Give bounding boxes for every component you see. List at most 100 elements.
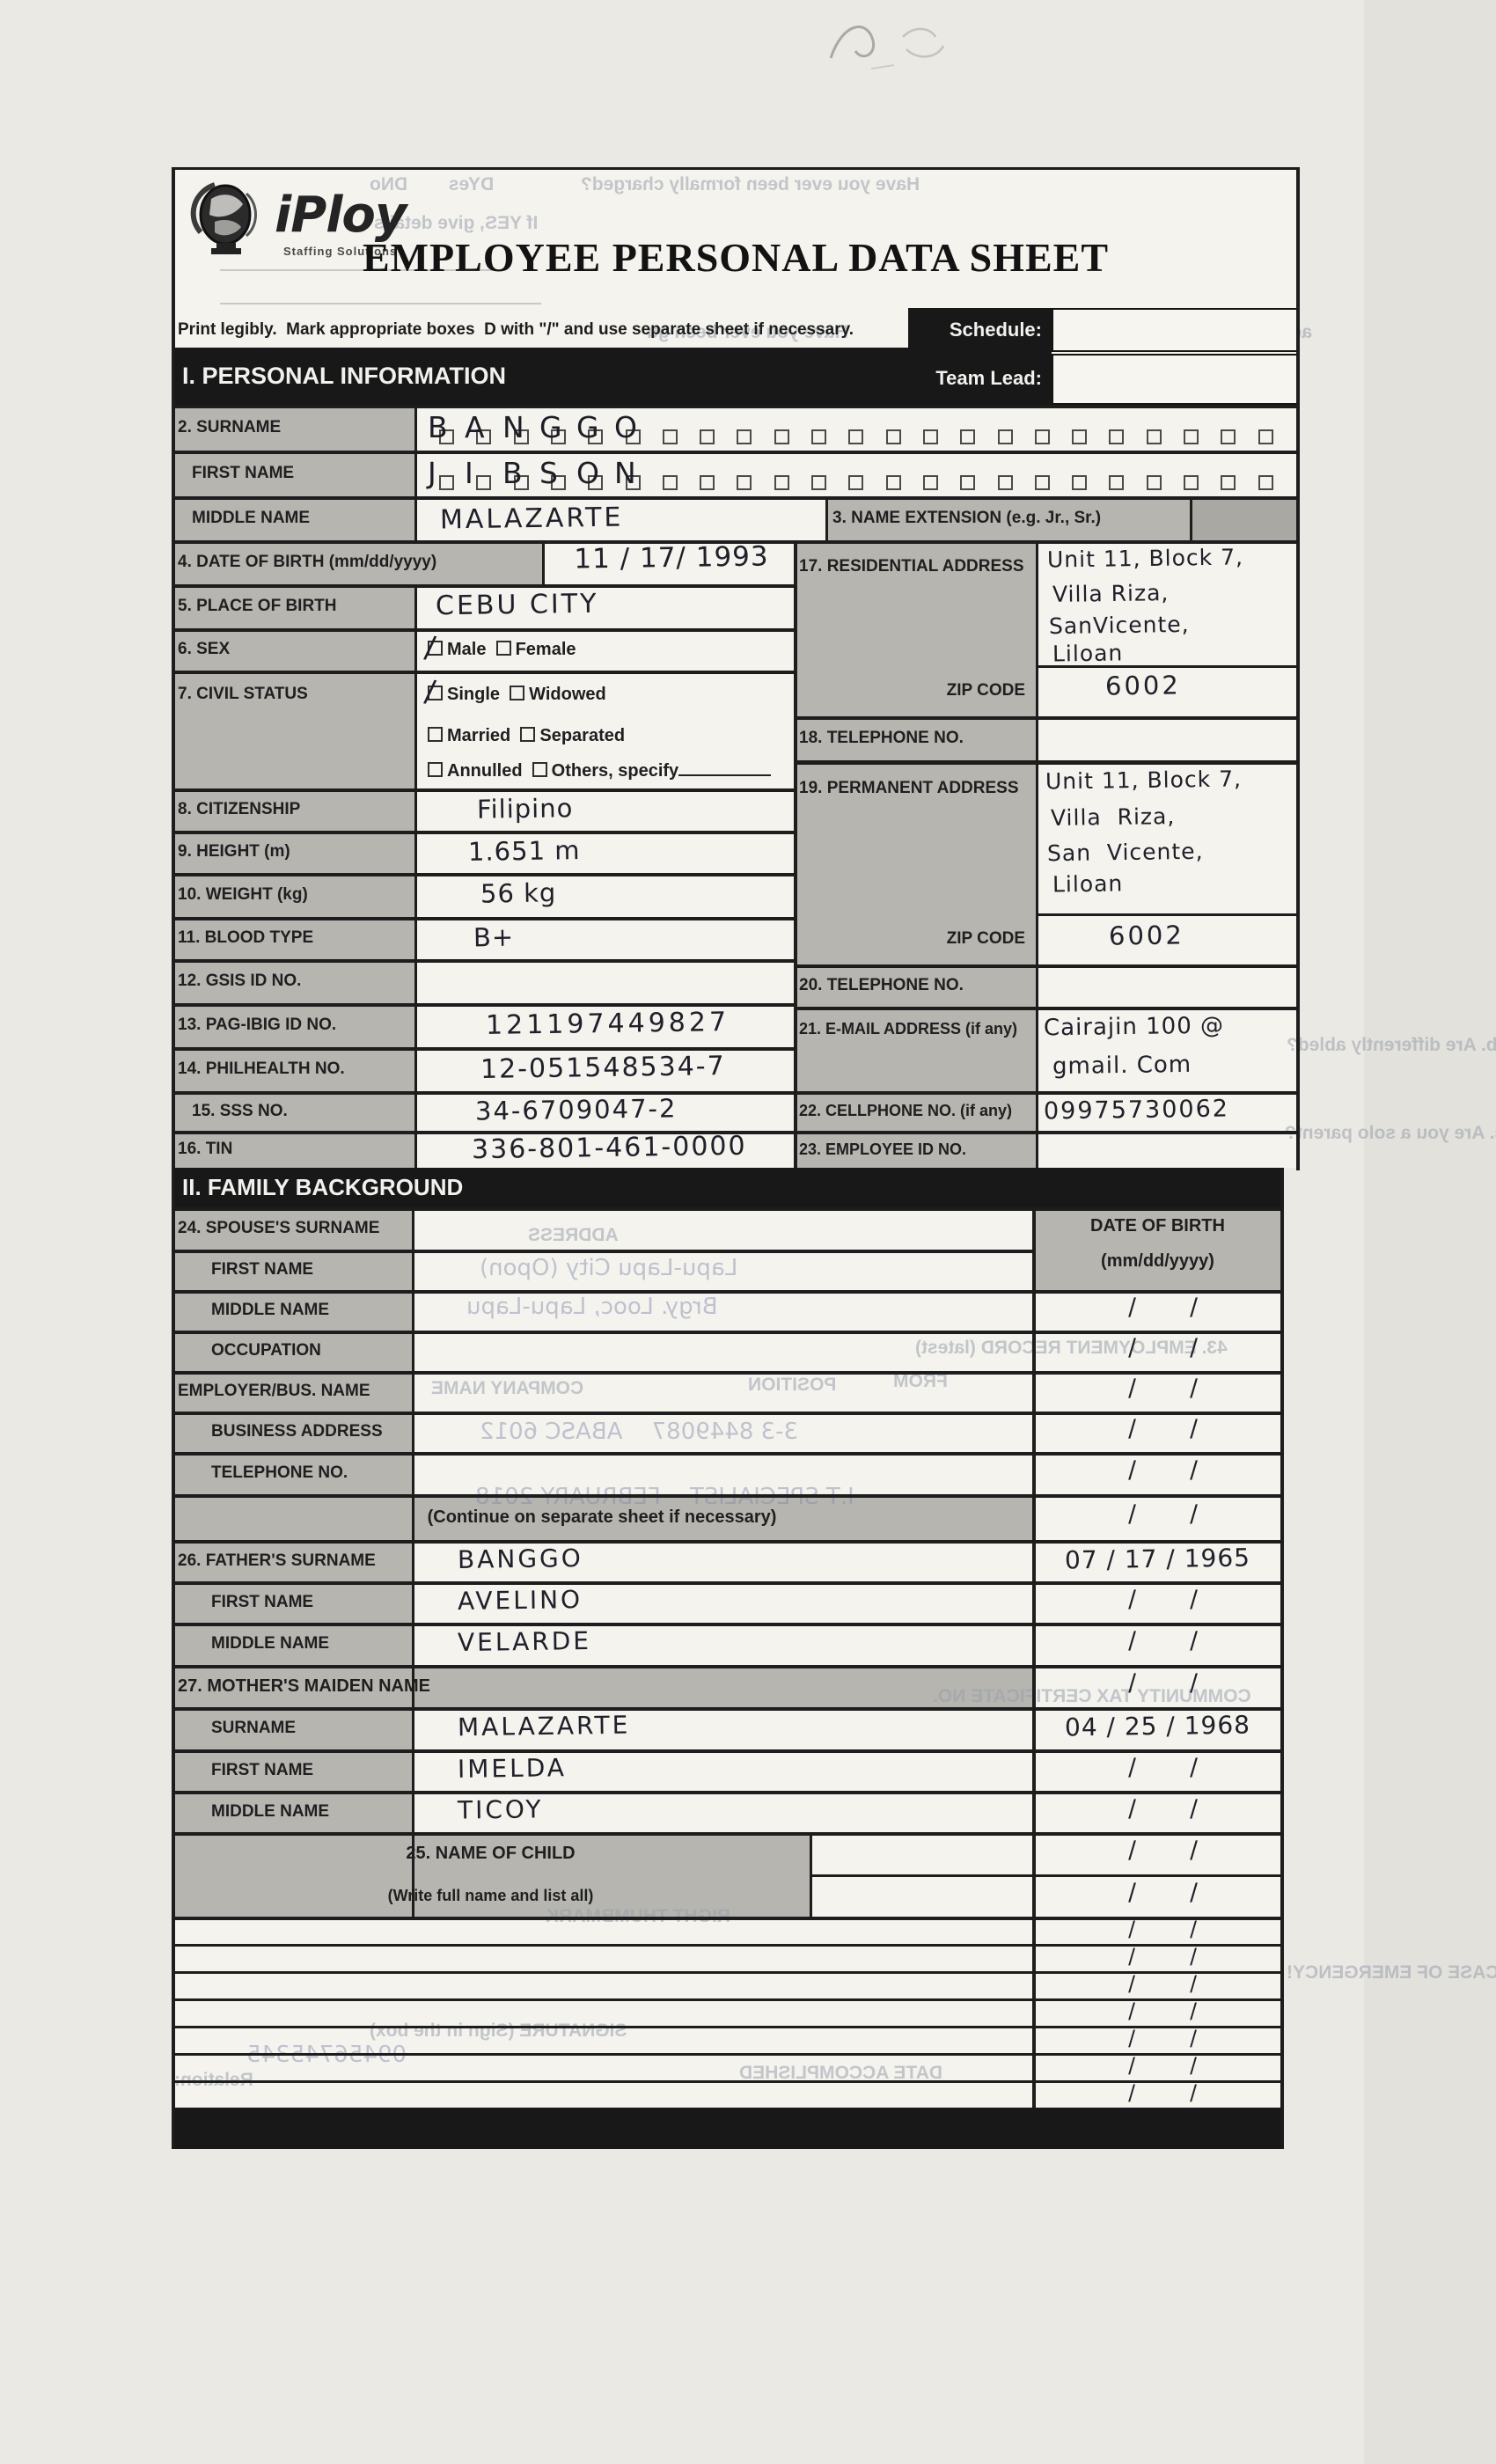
permanent-line-4: Liloan xyxy=(1052,870,1124,898)
civil-status-label: 7. CIVIL STATUS xyxy=(178,685,308,703)
grid-line xyxy=(172,451,1300,454)
first-name-box xyxy=(1109,475,1124,490)
decor xyxy=(215,220,241,236)
sss-label: 15. SSS NO. xyxy=(192,1102,288,1120)
surname-box xyxy=(588,429,603,444)
first-name-box xyxy=(663,475,678,490)
residential-line-1: Unit 11, Block 7, xyxy=(1046,544,1244,573)
permanent-address-label: 19. PERMANENT ADDRESS xyxy=(799,779,1019,797)
civil-others-label: Others, specify xyxy=(551,761,679,781)
middle-name-value: MALAZARTE xyxy=(439,502,624,536)
surname-box xyxy=(476,429,491,444)
personal-section-title: I. PERSONAL INFORMATION xyxy=(182,363,507,389)
family-row-value: AVELINO xyxy=(457,1584,583,1616)
grid-line xyxy=(172,167,175,2149)
decor xyxy=(245,192,257,238)
surname-box xyxy=(1035,429,1050,444)
surname-box xyxy=(960,429,975,444)
label-cell-shading xyxy=(412,1832,810,1917)
first-name-letter: S xyxy=(539,456,558,490)
date-slash: / xyxy=(1127,2025,1137,2051)
form-title: EMPLOYEE PERSONAL DATA SHEET xyxy=(362,235,1110,280)
weight-value: 56 kg xyxy=(480,877,557,909)
bleedthrough-text: 3-3 8449087 ABASC 6012 xyxy=(480,1419,799,1445)
schedule-label: Schedule: xyxy=(949,319,1042,341)
residential-line-3: SanVicente, xyxy=(1048,611,1190,640)
schedule-teamlead-panel xyxy=(908,308,1052,403)
checkbox-annulled xyxy=(428,762,443,777)
surname-box xyxy=(923,429,938,444)
family-row-span-label: 27. MOTHER'S MAIDEN NAME xyxy=(178,1676,431,1696)
first-name-box xyxy=(439,475,454,490)
email-label: 21. E-MAIL ADDRESS (if any) xyxy=(799,1020,1018,1038)
surname-box xyxy=(700,429,715,444)
label-cell-shading xyxy=(172,1207,412,1917)
grid-line xyxy=(172,1452,1283,1456)
grid-line xyxy=(794,1131,1300,1134)
date-slash: / xyxy=(1127,1414,1138,1443)
grid-line xyxy=(172,2080,1283,2083)
label-cell-shading xyxy=(794,540,1036,1168)
grid-line xyxy=(794,716,1300,720)
pob-label: 5. PLACE OF BIRTH xyxy=(178,597,337,615)
date-slash: / xyxy=(1127,1970,1137,1997)
first-name-box xyxy=(626,475,641,490)
surname-box xyxy=(774,429,789,444)
label-cell-shading xyxy=(1032,1207,1283,1290)
grid-line xyxy=(172,584,794,588)
family-dob-header-2: (mm/dd/yyyy) xyxy=(1101,1251,1214,1271)
checkbox-female xyxy=(495,641,511,656)
first-name-letter: J xyxy=(428,456,436,490)
citizenship-value: Filipino xyxy=(476,793,574,825)
family-row-date: 07 / 17 / 1965 xyxy=(1064,1543,1251,1574)
grid-line xyxy=(172,1003,794,1007)
grid-line xyxy=(172,1540,1283,1544)
name-extension-label: 3. NAME EXTENSION (e.g. Jr., Sr.) xyxy=(832,509,1102,527)
family-row-label: OCCUPATION xyxy=(211,1341,321,1360)
family-row-date: 04 / 25 / 1968 xyxy=(1064,1710,1251,1742)
grid-line xyxy=(794,964,1300,968)
scan-artifact-line xyxy=(220,303,541,304)
date-slash: / xyxy=(1189,1500,1199,1529)
family-row-label: EMPLOYER/BUS. NAME xyxy=(178,1382,370,1400)
family-row-label: 26. FATHER'S SURNAME xyxy=(178,1551,376,1570)
permanent-line-3: San Vicente, xyxy=(1046,838,1204,867)
decor xyxy=(216,243,236,248)
grid-line xyxy=(825,496,828,540)
label-cell-shading xyxy=(414,540,542,584)
bleedthrough-text: Lapu-Lapu City (Opon) xyxy=(480,1255,738,1281)
first-name-box xyxy=(1184,475,1199,490)
sex-female-label: Female xyxy=(515,640,576,659)
bleedthrough-text: COMMUNITY TAX CERTIFICATE NO. xyxy=(933,1686,1251,1706)
surname-letter: B xyxy=(428,410,448,444)
team-lead-label: Team Lead: xyxy=(935,367,1042,389)
grid-line xyxy=(1036,913,1300,916)
civil-married-label: Married xyxy=(447,726,511,745)
civil-annulled-label: Annulled xyxy=(447,761,523,781)
family-row-span-label: 25. NAME OF CHILD xyxy=(406,1844,576,1863)
date-slash: / xyxy=(1189,2079,1199,2106)
tin-label: 16. TIN xyxy=(178,1140,233,1158)
checkbox-single xyxy=(428,686,443,700)
civil-widowed-label: Widowed xyxy=(529,685,606,704)
grid-line xyxy=(172,917,794,920)
grid-line xyxy=(414,584,417,1168)
bleedthrough-text: IN CASE OF EMERGENCY! xyxy=(1287,1962,1496,1983)
first-name-box xyxy=(1147,475,1162,490)
grid-line xyxy=(794,760,1300,765)
first-name-box xyxy=(1035,475,1050,490)
tel18-label: 18. TELEPHONE NO. xyxy=(799,729,964,747)
scan-artifact-line xyxy=(220,269,497,271)
family-row-label: MIDDLE NAME xyxy=(211,1802,330,1821)
height-value: 1.651 m xyxy=(467,835,581,867)
first-name-label: FIRST NAME xyxy=(192,464,295,482)
label-cell-shading xyxy=(1190,496,1300,540)
grid-line xyxy=(172,1749,1283,1753)
perm-zip-value: 6002 xyxy=(1108,920,1185,951)
first-name-letter: O xyxy=(576,456,599,490)
surname-letter: O xyxy=(614,410,637,444)
team-lead-input xyxy=(1052,354,1300,405)
grid-line xyxy=(172,873,794,876)
date-slash: / xyxy=(1189,1585,1199,1613)
checkbox-separated xyxy=(520,727,536,742)
